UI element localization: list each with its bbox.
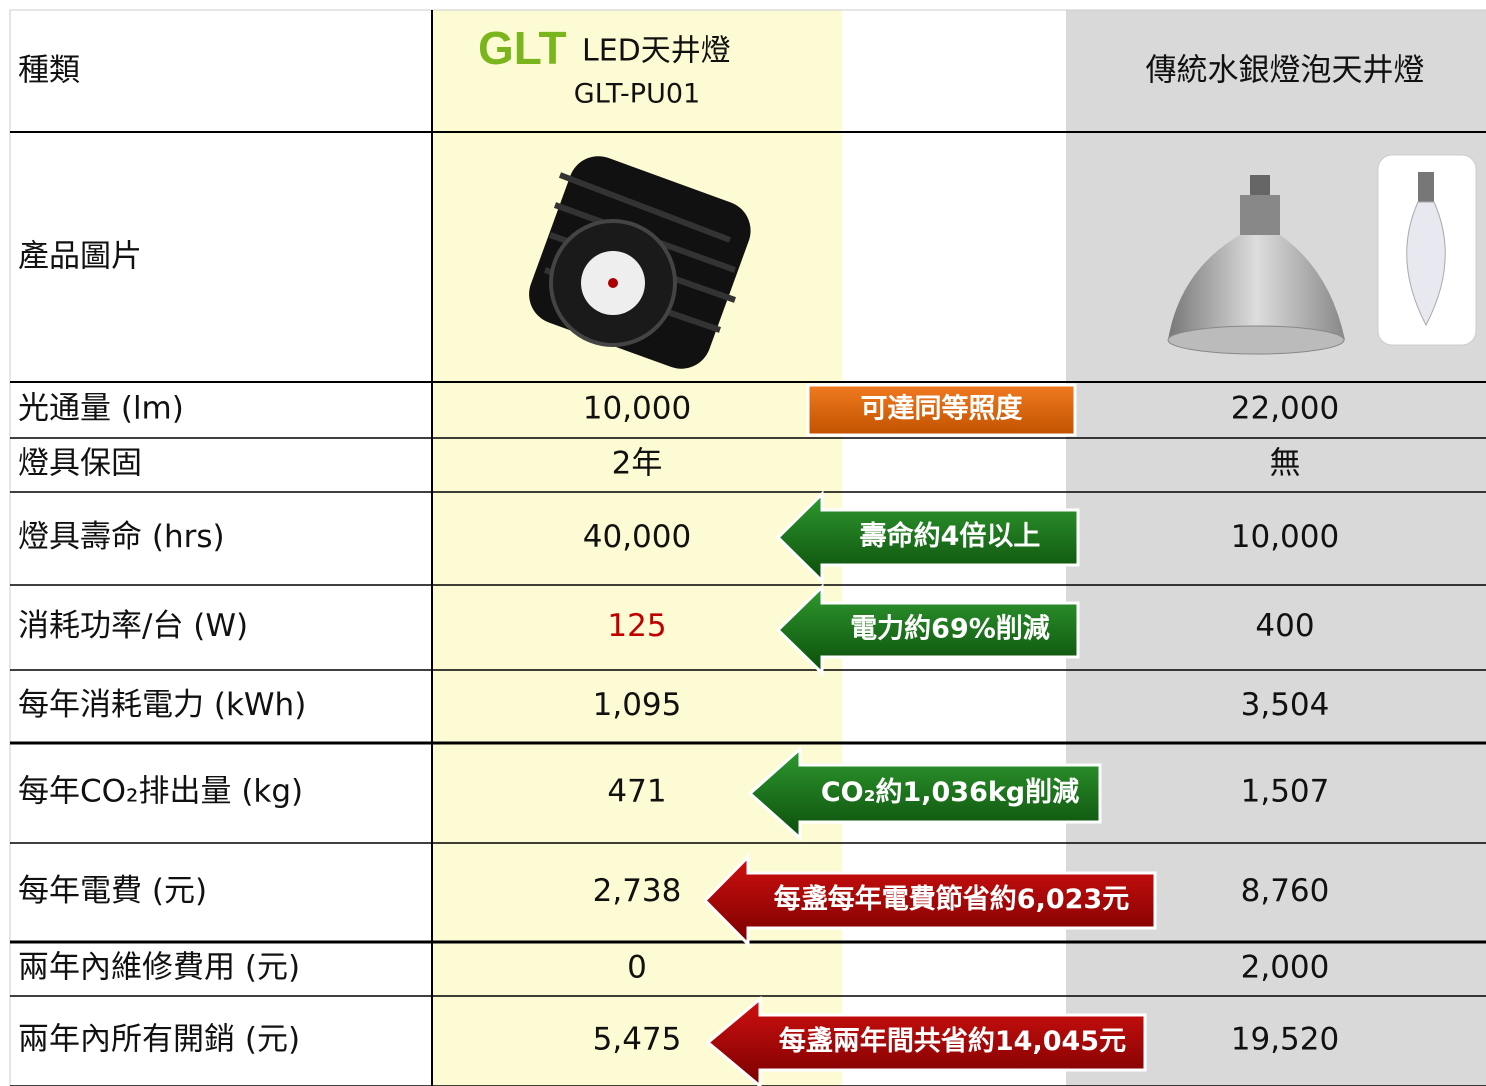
traditional-value: 無 [1270, 446, 1301, 482]
traditional-value: 2,000 [1241, 950, 1330, 986]
callout-text: CO₂約1,036kg削減 [821, 776, 1079, 808]
led-value: 40,000 [583, 519, 691, 555]
row-label: 消耗功率/台 (W) [18, 608, 248, 644]
row-label: 每年消耗電力 (kWh) [18, 687, 306, 723]
traditional-value: 8,760 [1241, 873, 1330, 909]
row-label: 兩年內所有開銷 (元) [18, 1022, 300, 1058]
callout-text: 電力約69%削減 [850, 613, 1050, 645]
led-name: LED天井燈 [582, 34, 731, 69]
led-value: 1,095 [593, 687, 682, 723]
callout-text: 壽命約4倍以上 [860, 520, 1041, 552]
traditional-value: 22,000 [1231, 391, 1339, 427]
traditional-value: 1,507 [1241, 774, 1330, 810]
led-model: GLT-PU01 [574, 79, 700, 110]
header-label: 種類 [18, 53, 80, 89]
led-value: 0 [627, 950, 647, 986]
traditional-value: 3,504 [1241, 687, 1330, 723]
callout-text: 可達同等照度 [861, 393, 1023, 425]
led-value: 2,738 [593, 873, 682, 909]
traditional-value: 400 [1255, 608, 1314, 644]
row-label: 每年CO₂排出量 (kg) [18, 774, 303, 810]
row-label: 每年電費 (元) [18, 873, 207, 909]
traditional-value: 19,520 [1231, 1022, 1339, 1058]
led-value: 10,000 [583, 391, 691, 427]
led-value: 471 [607, 774, 666, 810]
led-value: 5,475 [593, 1022, 682, 1058]
image-row-label: 產品圖片 [18, 239, 142, 275]
traditional-name: 傳統水銀燈泡天井燈 [1146, 53, 1425, 89]
brand-logo: GLT [478, 22, 567, 74]
row-label: 燈具壽命 (hrs) [18, 519, 225, 555]
led-value: 2年 [612, 446, 663, 482]
callout-text: 每盞每年電費節省約6,023元 [774, 883, 1129, 915]
callout-text: 每盞兩年間共省約14,045元 [779, 1025, 1126, 1057]
traditional-value: 10,000 [1231, 519, 1339, 555]
row-label: 燈具保固 [18, 446, 142, 482]
row-label: 光通量 (lm) [18, 391, 184, 427]
comparison-table: 種類 GLT LED天井燈 GLT-PU01 傳統水銀燈泡天井燈 產品圖片 光通… [0, 0, 1486, 1086]
led-value: 125 [607, 608, 666, 644]
row-label: 兩年內維修費用 (元) [18, 950, 300, 986]
